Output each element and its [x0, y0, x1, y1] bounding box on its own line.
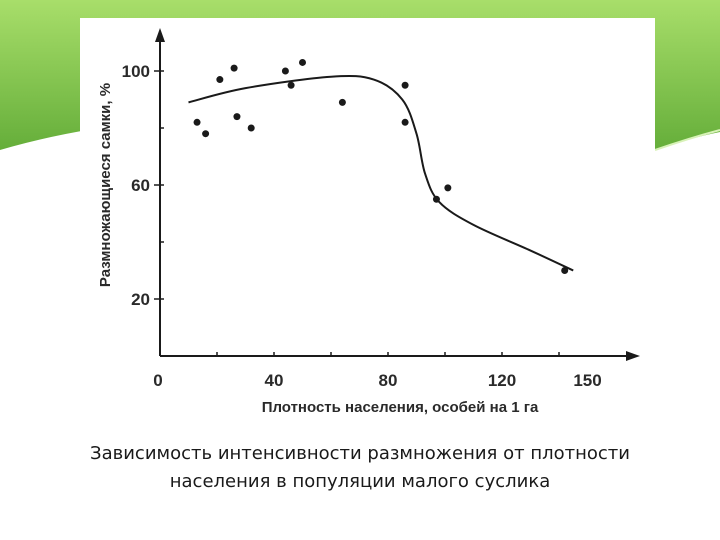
chart-ticks: 0 40 80 120 150 20 60 100 [122, 62, 602, 390]
band-highlight [654, 129, 720, 151]
chart-card [80, 18, 655, 428]
caption-line-1: Зависимость интенсивности размножения от… [90, 443, 630, 464]
figure-caption: Зависимость интенсивности размножения от… [0, 440, 720, 496]
band-curve-right [655, 132, 720, 200]
x-tick-label: 0 [153, 371, 162, 390]
x-axis-arrow [626, 351, 640, 361]
data-points [193, 58, 569, 274]
x-tick-label: 80 [379, 371, 398, 390]
chart-axes [155, 28, 640, 361]
data-point [299, 58, 306, 66]
y-axis-title: Размножающиеся самки, % [97, 83, 114, 287]
data-point [281, 67, 289, 75]
y-tick-label: 100 [122, 62, 150, 81]
data-point [216, 76, 224, 84]
x-tick-label: 40 [265, 371, 284, 390]
x-tick-label: 120 [488, 371, 516, 390]
data-point [287, 81, 295, 89]
x-axis-title: Плотность населения, особей на 1 га [262, 399, 539, 416]
trend-line [188, 74, 574, 272]
data-point [202, 130, 210, 138]
x-tick-label: 150 [573, 371, 601, 390]
data-point [233, 113, 241, 121]
caption-line-2: населения в популяции малого суслика [169, 471, 551, 492]
data-point [561, 267, 569, 274]
y-axis-arrow [155, 28, 165, 42]
data-point [230, 64, 238, 72]
data-point [444, 184, 452, 192]
data-point [401, 81, 409, 89]
data-point [247, 124, 255, 132]
scatter-chart: 0 40 80 120 150 20 60 100 Плотность населения, … [97, 28, 640, 416]
data-point [401, 118, 409, 126]
data-point [432, 195, 440, 203]
y-tick-label: 20 [131, 290, 150, 309]
data-point [193, 118, 201, 126]
data-point [338, 98, 346, 106]
y-tick-label: 60 [131, 176, 150, 195]
